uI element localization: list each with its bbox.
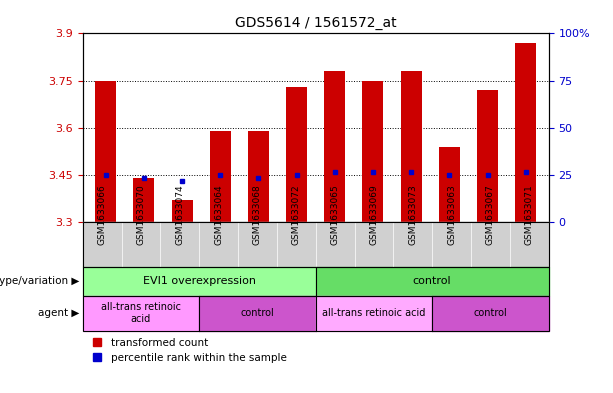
Text: EVI1 overexpression: EVI1 overexpression xyxy=(143,276,256,286)
Title: GDS5614 / 1561572_at: GDS5614 / 1561572_at xyxy=(235,16,397,29)
Text: GSM1633063: GSM1633063 xyxy=(447,184,456,244)
Text: GSM1633069: GSM1633069 xyxy=(370,184,378,244)
Text: agent ▶: agent ▶ xyxy=(39,308,80,318)
Bar xyxy=(324,71,345,222)
Text: genotype/variation ▶: genotype/variation ▶ xyxy=(0,276,80,286)
Legend: transformed count, percentile rank within the sample: transformed count, percentile rank withi… xyxy=(88,333,291,367)
Bar xyxy=(477,90,498,222)
Text: all-trans retinoic acid: all-trans retinoic acid xyxy=(322,308,425,318)
Text: control: control xyxy=(473,308,508,318)
Text: GSM1633067: GSM1633067 xyxy=(486,184,495,244)
Text: control: control xyxy=(240,308,275,318)
Text: GSM1633064: GSM1633064 xyxy=(214,184,223,244)
Bar xyxy=(172,200,192,222)
Bar xyxy=(134,178,154,222)
Text: GSM1633065: GSM1633065 xyxy=(330,184,340,244)
Text: GSM1633074: GSM1633074 xyxy=(175,184,185,244)
Text: GSM1633071: GSM1633071 xyxy=(525,184,534,244)
Bar xyxy=(95,81,116,222)
Bar xyxy=(248,131,269,222)
Bar xyxy=(515,43,536,222)
Bar xyxy=(439,147,460,222)
Text: GSM1633072: GSM1633072 xyxy=(292,184,301,244)
Text: GSM1633073: GSM1633073 xyxy=(408,184,417,244)
Text: control: control xyxy=(413,276,452,286)
Bar xyxy=(401,71,422,222)
Text: all-trans retinoic
acid: all-trans retinoic acid xyxy=(101,303,181,324)
Text: GSM1633070: GSM1633070 xyxy=(137,184,145,244)
Text: GSM1633066: GSM1633066 xyxy=(97,184,107,244)
Bar xyxy=(286,87,307,222)
Bar xyxy=(362,81,384,222)
Bar xyxy=(210,131,230,222)
Text: GSM1633068: GSM1633068 xyxy=(253,184,262,244)
